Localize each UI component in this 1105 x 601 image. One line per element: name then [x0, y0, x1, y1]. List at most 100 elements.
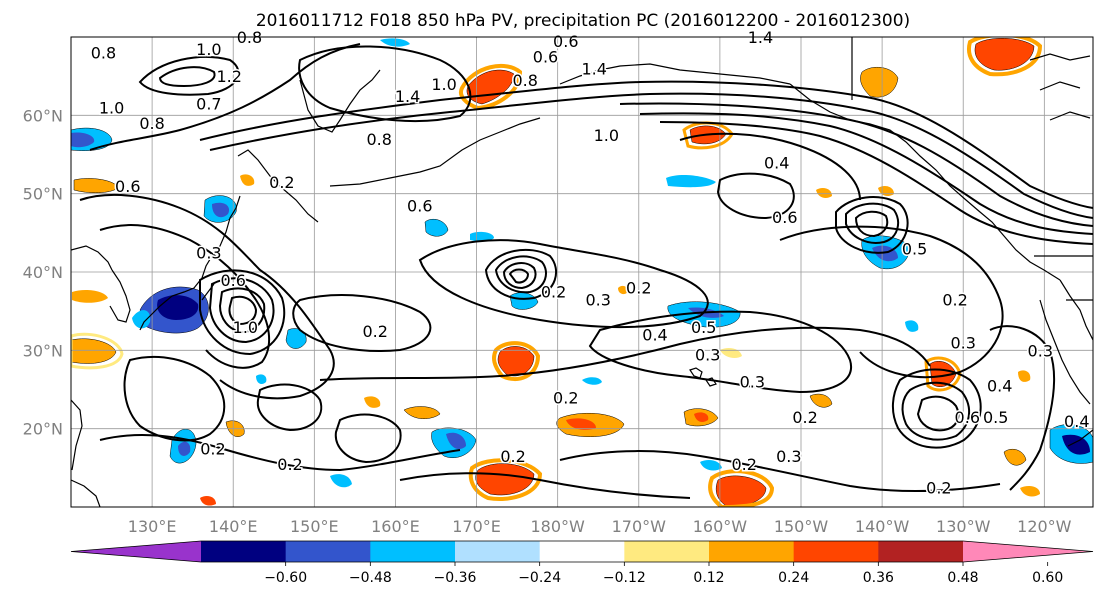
pv-contour-east-sub-1 [892, 368, 982, 449]
pv-contour-label: 0.4 [642, 326, 667, 345]
pv-contour-label: 0.4 [987, 377, 1012, 396]
pv-contours [79, 43, 1093, 499]
precip-neg-central-2 [470, 231, 494, 242]
precip-neg-jsea-core [212, 202, 230, 218]
pv-contour-label: 0.2 [926, 478, 951, 497]
pv-contour-label: 0.5 [902, 240, 927, 259]
colorbar-tick-label: −0.24 [518, 570, 561, 586]
pv-contour-north-3 [158, 66, 216, 88]
precip-pos-kamchatka-halo [459, 63, 523, 111]
pv-contour-label: 1.0 [233, 318, 258, 337]
precip-pos-east-4-core [694, 412, 709, 422]
precip-neg-south-core [178, 441, 191, 456]
colorbar-tick-label: −0.48 [349, 570, 392, 586]
pv-contour-label: 0.2 [731, 455, 756, 474]
precip-pos-small-6 [200, 496, 216, 506]
pv-contour-jet-3 [619, 102, 1093, 227]
precip-neg-japan-rim [132, 310, 151, 329]
pv-contour-label: 0.2 [541, 283, 566, 302]
colorbar: −0.60 −0.48 −0.36 −0.24 −0.12 0.12 0.24 0.36 0.4… [70, 540, 1094, 586]
pv-contour-east-big [779, 225, 1004, 379]
precip-neg-small-1 [256, 374, 267, 384]
pv-contour-label: 0.8 [512, 71, 537, 90]
border-canada-us [1034, 255, 1093, 301]
colorbar-tick-label: −0.36 [434, 570, 477, 586]
pv-contour-north-4 [298, 45, 472, 123]
precip-pos-sub-1 [403, 406, 441, 419]
lon-tick-label: 170°E [452, 517, 501, 536]
precip-pos-small-7 [1020, 486, 1040, 497]
pv-contour-tight-1 [199, 269, 286, 356]
pv-contour-label: 0.2 [626, 279, 651, 298]
pv-contour-label: 0.2 [362, 322, 387, 341]
colorbar-outline [70, 540, 1094, 563]
colorbar-segment [370, 541, 456, 562]
pv-contour-south-3 [399, 472, 691, 499]
precip-pos-east-2 [1003, 449, 1027, 466]
pv-contour-label: 0.2 [269, 173, 294, 192]
map-area: 0.8 1.00.81.20.71.00.81.41.00.80.80.60.61… [70, 27, 1094, 508]
lat-tick-label: 30°N [23, 341, 63, 360]
pv-contour-band-1 [319, 326, 931, 381]
pv-contour-east-low-2 [845, 202, 900, 244]
pv-contour-wide-1 [418, 239, 709, 329]
map-frame [70, 36, 1094, 508]
pv-contour-east-low-1 [835, 196, 909, 254]
coast-korea [109, 269, 131, 323]
pv-contour-label: 0.2 [942, 290, 967, 309]
pv-contour-label: 0.6 [553, 32, 578, 51]
precip-neg-japan-core [157, 295, 199, 320]
pv-contour-mid-1 [79, 193, 335, 400]
pv-contour-label: 0.2 [792, 408, 817, 427]
colorbar-extend-low [71, 541, 201, 562]
precip-pos-canada-halo [967, 37, 1043, 77]
pv-contour-north-2 [138, 55, 240, 96]
pv-contour-label: 1.0 [594, 126, 619, 145]
precip-pos-mid-halo [492, 341, 541, 382]
pv-contour-label: 0.3 [1028, 341, 1053, 360]
lon-tick-label: 160°W [693, 517, 748, 536]
pv-contour-east-coast [989, 325, 1056, 491]
precip-pos-small-5 [1018, 370, 1031, 382]
lon-tick-label: 150°E [290, 517, 339, 536]
precip-pos-west-3 [72, 290, 108, 303]
precip-pos-south-2-halo [708, 469, 775, 507]
precip-pos-west-2 [73, 178, 119, 193]
lat-tick-label: 60°N [23, 106, 63, 125]
pv-contour-jet-2 [209, 92, 1093, 219]
pv-contour-label: 0.6 [220, 271, 245, 290]
pv-contour-label: 0.3 [776, 447, 801, 466]
pv-contour-label: 0.6 [407, 196, 432, 215]
pv-contour-label: 0.2 [200, 439, 225, 458]
lon-tick-label: 140°W [855, 517, 910, 536]
pv-contour-label: 0.2 [277, 455, 302, 474]
colorbar-segment [793, 541, 879, 562]
latitude-tick-labels: 60°N 50°N 40°N 30°N 20°N [23, 106, 63, 438]
precip-neg-small-2 [582, 377, 602, 385]
pv-contour-label: 0.7 [196, 95, 221, 114]
pv-contour-south-6 [256, 383, 323, 432]
precip-pos-alaska-s [860, 66, 899, 98]
pv-contour-label: 0.8 [366, 130, 391, 149]
coast-northamerica [1039, 279, 1093, 447]
lon-tick-label: 170°W [612, 517, 667, 536]
lon-tick-label: 150°W [774, 517, 829, 536]
pv-contour-band-2 [588, 310, 853, 394]
pv-contour-jet-1 [199, 80, 1093, 209]
pv-contour-label: 0.5 [691, 318, 716, 337]
colorbar-tick-label: 0.24 [778, 570, 809, 586]
pv-contour-label: 1.4 [395, 87, 420, 106]
pv-contour-label: 0.3 [695, 345, 720, 364]
colorbar-tick-label: −0.60 [264, 570, 307, 586]
precip-pos-small-3 [240, 174, 255, 186]
precip-neg-small-3 [905, 320, 919, 332]
precip-neg-small-5 [380, 38, 410, 47]
pv-contour-labels: 0.8 1.00.81.20.71.00.81.41.00.80.80.60.61… [89, 27, 1091, 499]
precip-pos-south-1 [475, 463, 535, 496]
lon-tick-label: 140°E [209, 517, 258, 536]
precip-pos-west-1-halo [71, 332, 124, 370]
pv-contour-cutoff-3 [502, 262, 537, 290]
colorbar-tick-label: 0.12 [693, 570, 724, 586]
lat-tick-label: 40°N [23, 263, 63, 282]
pv-contour-label: 1.4 [581, 59, 606, 78]
